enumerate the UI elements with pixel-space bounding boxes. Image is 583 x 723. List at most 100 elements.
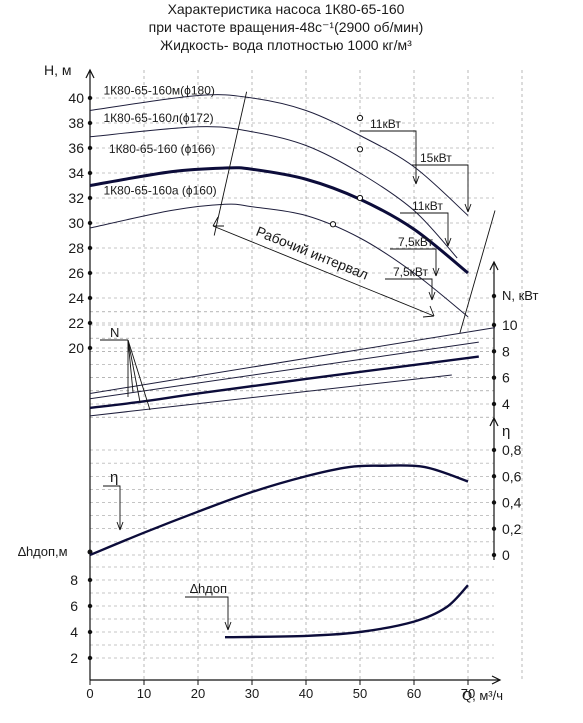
efficiency-tick-dot — [491, 447, 497, 453]
power-tick-dot — [491, 293, 497, 299]
x-tick-label: 70 — [461, 686, 475, 701]
working-interval-right-boundary — [459, 210, 496, 334]
power-callout-arrowhead-4 — [428, 291, 436, 301]
head-tick-dot — [87, 220, 93, 226]
power-axis-arrow — [489, 260, 499, 271]
power-callout-leader-2 — [400, 212, 449, 246]
x-tick-label: 20 — [191, 686, 205, 701]
power-tick-dot — [491, 401, 497, 407]
efficiency-label-pointer — [103, 485, 121, 530]
x-tick-label: 0 — [86, 686, 93, 701]
head-tick-dot — [87, 245, 93, 251]
efficiency-axis-label: η — [502, 423, 510, 440]
efficiency-tick-label: 0,2 — [502, 521, 522, 537]
npsh-tick-dot — [87, 629, 93, 635]
head-tick-label: 28 — [68, 240, 84, 256]
power-curve-0 — [89, 327, 496, 394]
power-callout-leader-1 — [412, 164, 469, 212]
head-tick-label: 22 — [68, 315, 84, 331]
power-curve-3 — [89, 374, 452, 417]
power-callout-arrowhead-1 — [464, 203, 472, 213]
efficiency-tick-dot — [491, 500, 497, 505]
head-axis-arrow — [85, 68, 95, 79]
head-tick-dot — [87, 120, 93, 126]
power-label-pointer-3 — [127, 339, 151, 411]
x-tick-label: 10 — [137, 686, 151, 701]
head-tick-dot — [87, 145, 93, 151]
head-curve-label-1: 1К80-65-160л(ϕ172) — [104, 111, 214, 125]
efficiency-curve-0 — [89, 464, 469, 557]
npsh-tick-label: 4 — [70, 624, 78, 640]
head-curve-1 — [89, 126, 458, 259]
head-tick-dot — [87, 345, 93, 351]
head-curve-2 — [89, 166, 469, 275]
x-tick-label: 30 — [245, 686, 259, 701]
npsh-tick-label: 6 — [70, 598, 78, 614]
power-tick-dot — [491, 349, 497, 354]
working-interval-arrow — [212, 225, 435, 317]
x-tick-label: 50 — [353, 686, 367, 701]
efficiency-tick-dot — [491, 526, 497, 531]
power-callout-leader-3 — [390, 248, 437, 276]
efficiency-tick-dot — [491, 552, 497, 558]
head-tick-label: 38 — [68, 115, 84, 131]
npsh-label-arrowhead — [224, 621, 232, 631]
head-tick-dot — [87, 170, 93, 176]
head-tick-label: 26 — [68, 265, 84, 281]
npsh-tick-label: 2 — [70, 650, 78, 666]
head-curve-marker — [356, 194, 364, 202]
npsh-axis-label: ∆hдоп,м — [18, 544, 68, 559]
power-callout-arrowhead-2 — [444, 237, 452, 247]
head-tick-label: 20 — [68, 340, 84, 356]
head-tick-dot — [87, 295, 93, 301]
power-label-pointer-2 — [127, 339, 141, 403]
head-tick-dot — [87, 95, 93, 101]
head-curve-label-0: 1К80-65-160м(ϕ180) — [104, 83, 215, 97]
head-curve-0 — [89, 94, 469, 216]
power-callout-leader-0 — [360, 130, 417, 184]
x-axis-arrow — [491, 675, 502, 685]
head-curve-label-2: 1К80-65-160 (ϕ166) — [109, 142, 215, 156]
head-curve-label-3: 1К80-65-160а (ϕ160) — [104, 183, 217, 197]
head-tick-label: 34 — [68, 165, 84, 181]
head-tick-label: 40 — [68, 90, 84, 106]
head-tick-label: 36 — [68, 140, 84, 156]
power-curve-1 — [89, 341, 479, 400]
power-tick-dot — [491, 322, 497, 328]
power-callout-leader-4 — [385, 278, 433, 300]
power-callout-arrowhead-3 — [432, 267, 440, 277]
efficiency-tick-label: 0,8 — [502, 442, 522, 458]
efficiency-tick-label: 0 — [502, 547, 510, 563]
head-curve-marker — [329, 221, 337, 228]
head-tick-dot — [87, 320, 93, 326]
efficiency-label-arrowhead — [116, 521, 124, 531]
working-interval-arrowhead-left — [212, 216, 224, 227]
power-callout-label-1: 15кВт — [420, 151, 452, 165]
power-tick-label: 4 — [502, 396, 510, 412]
head-curve-3 — [89, 203, 469, 318]
efficiency-tick-dot — [491, 474, 497, 479]
head-tick-label: 32 — [68, 190, 84, 206]
x-axis-label: Q, м³/ч — [462, 688, 503, 703]
chart-title-line-3: Жидкость- вода плотностью 1000 кг/м³ — [160, 37, 412, 53]
power-tick-dot — [491, 375, 497, 380]
npsh-tick-label: 8 — [70, 572, 78, 588]
efficiency-tick-label: 0,4 — [502, 495, 522, 511]
power-callout-label-0: 11кВт — [370, 117, 401, 131]
head-tick-label: 30 — [68, 215, 84, 231]
power-axis-label: N, кВт — [502, 288, 539, 303]
npsh-tick-dot — [87, 577, 93, 583]
power-label-pointer-1 — [127, 339, 134, 393]
head-curve-marker — [356, 146, 364, 153]
efficiency-axis-arrow — [489, 416, 499, 427]
working-interval-arrowhead-right — [422, 305, 435, 318]
npsh-curve-label: ∆hдоп — [190, 581, 227, 596]
head-tick-dot — [87, 195, 93, 201]
npsh-tick-dot — [87, 655, 93, 661]
npsh-label-pointer — [185, 596, 229, 630]
npsh-tick-dot — [87, 603, 93, 609]
chart-title-line-1: Характеристика насоса 1К80-65-160 — [168, 1, 405, 17]
efficiency-curve-label: η — [110, 469, 118, 486]
